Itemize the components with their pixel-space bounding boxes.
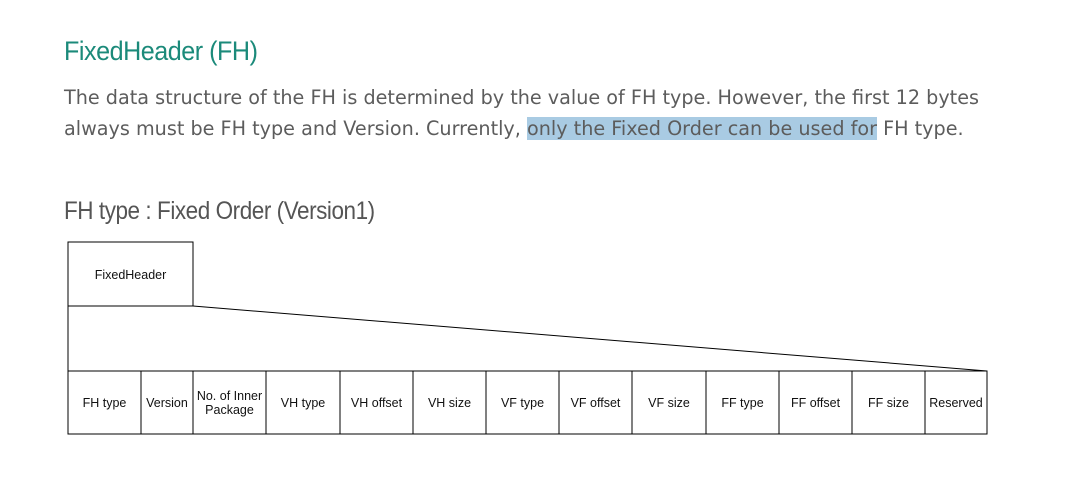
field-label: FF offset xyxy=(791,396,841,410)
field-cell xyxy=(924,370,988,435)
field-label: VF type xyxy=(501,396,544,410)
field-label: VF offset xyxy=(571,396,621,410)
intro-text-end: FH type. xyxy=(876,117,964,140)
field-label: FF size xyxy=(868,396,909,410)
fixedheader-box xyxy=(67,241,194,307)
field-label: Package xyxy=(205,403,254,417)
field-label: Reserved xyxy=(929,396,983,410)
section-title: FixedHeader (FH) xyxy=(64,36,258,66)
field-label: VH offset xyxy=(351,396,403,410)
fixedheader-box-label: FixedHeader xyxy=(95,268,167,282)
diagram-shapes: FixedHeader xyxy=(67,241,988,372)
field-label: Version xyxy=(146,396,188,410)
field-label: VH type xyxy=(281,396,326,410)
intro-paragraph: The data structure of the FH is determin… xyxy=(64,82,984,144)
intro-text: The data structure of the FH is determin… xyxy=(64,86,979,140)
expansion-diagonal-line xyxy=(192,305,988,372)
intro-highlighted-text: only the Fixed Order can be used for xyxy=(526,117,877,140)
subsection-title: FH type : Fixed Order (Version1) xyxy=(64,197,375,225)
field-label: VF size xyxy=(648,396,690,410)
field-label: VH size xyxy=(428,396,471,410)
field-label: FH type xyxy=(83,396,127,410)
field-label: No. of Inner xyxy=(197,389,262,403)
field-label: FF type xyxy=(721,396,763,410)
